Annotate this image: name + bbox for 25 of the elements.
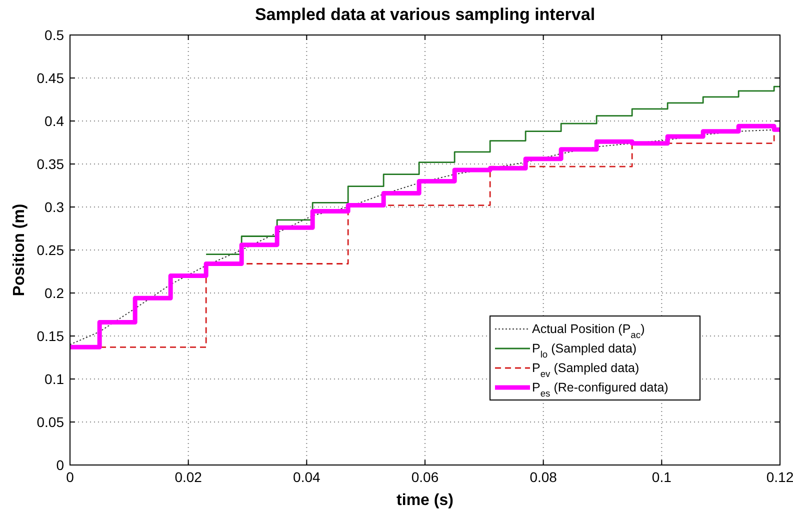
y-tick-label: 0.4: [44, 113, 64, 129]
y-tick-label: 0.2: [44, 285, 64, 301]
y-tick-label: 0.05: [36, 414, 64, 430]
legend-label: P$_{lo}$ (Sampled data): [532, 342, 637, 360]
y-tick-label: 0.15: [36, 328, 64, 344]
x-tick-label: 0.06: [411, 469, 439, 485]
y-tick-label: 0.25: [36, 242, 64, 258]
x-tick-label: 0: [66, 469, 74, 485]
y-tick-label: 0: [56, 457, 64, 473]
x-tick-label: 0.1: [652, 469, 672, 485]
x-tick-label: 0.02: [174, 469, 202, 485]
y-axis-title: Position (m): [11, 204, 28, 296]
y-tick-label: 0.3: [44, 199, 64, 215]
y-tick-label: 0.45: [36, 70, 64, 86]
legend-label: P$_{es}$ (Re-configured data): [532, 380, 668, 398]
x-axis-title: time (s): [396, 492, 454, 509]
x-tick-label: 0.04: [293, 469, 321, 485]
x-tick-label: 0.12: [766, 469, 793, 485]
legend-label: P$_{ev}$ (Sampled data): [532, 361, 640, 379]
y-tick-label: 0.35: [36, 156, 64, 172]
legend-label: Actual Position (P$_{ac}$): [532, 322, 645, 340]
y-tick-label: 0.1: [44, 371, 64, 387]
y-tick-label: 0.5: [44, 27, 64, 43]
x-tick-label: 0.08: [530, 469, 558, 485]
chart-title: Sampled data at various sampling interval: [254, 5, 596, 24]
